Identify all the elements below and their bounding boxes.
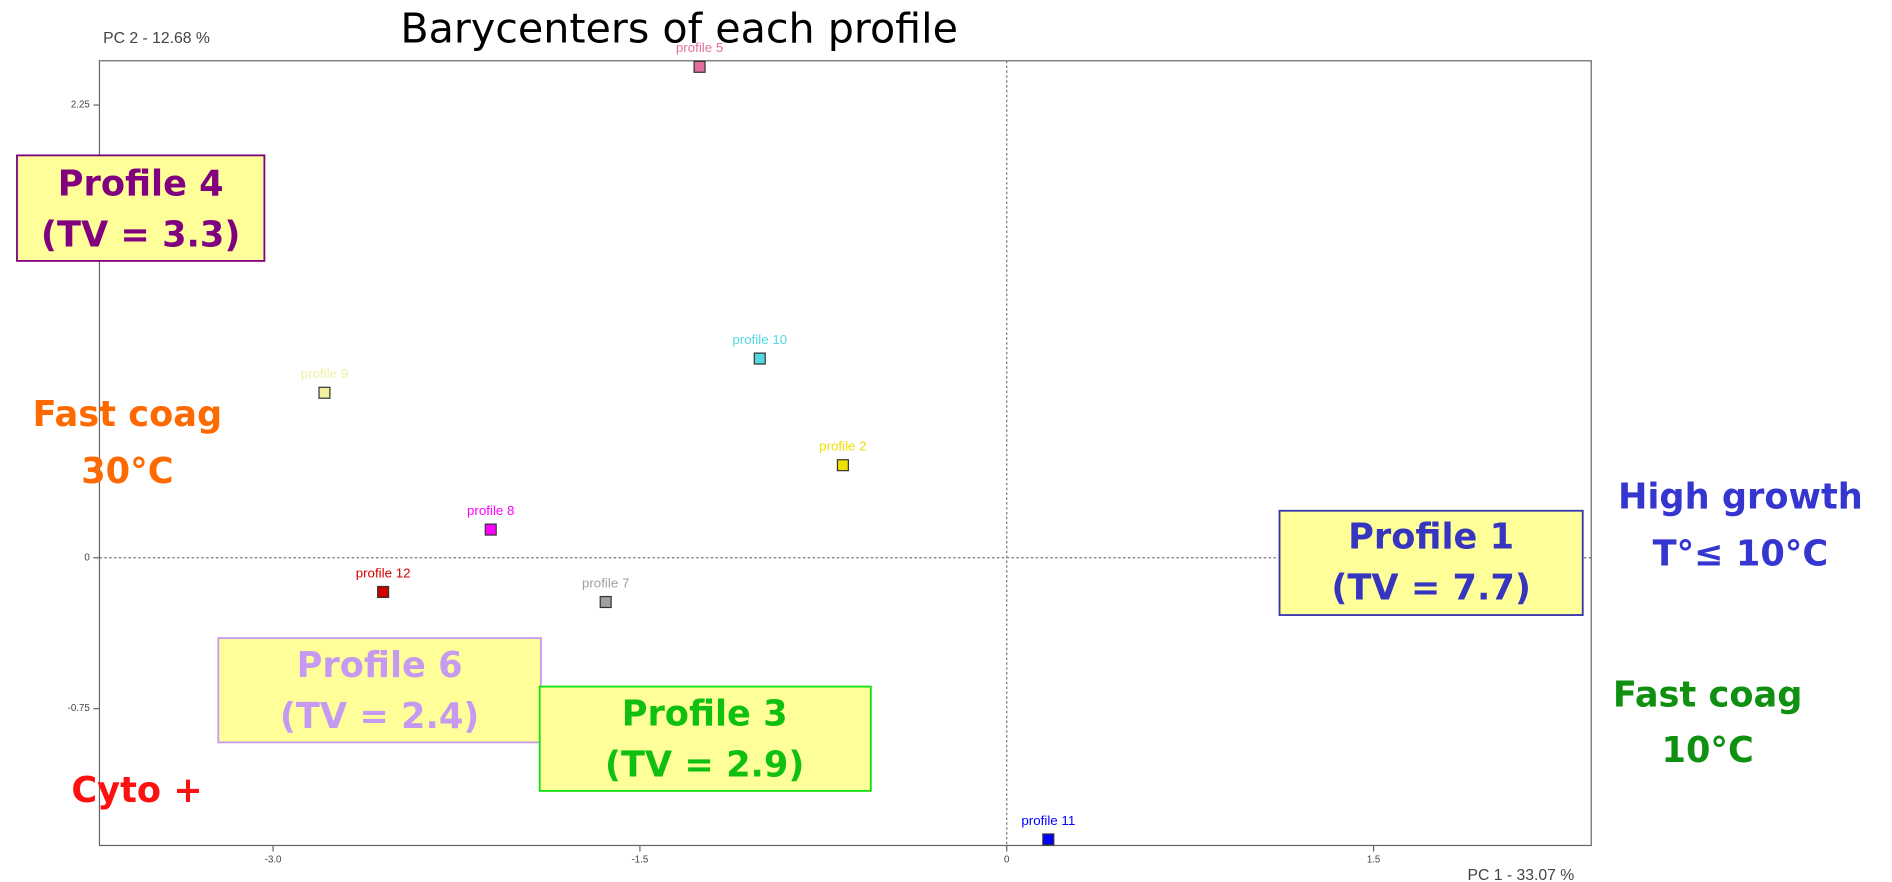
annotation-text: T°≤ 10°C: [1653, 534, 1829, 575]
point-label: profile 11: [1021, 813, 1075, 828]
annotation-text: Fast coag: [33, 394, 223, 435]
point: [753, 352, 766, 365]
annotation-text: Fast coag: [1613, 674, 1803, 715]
point: [693, 60, 706, 73]
annotation-box: [16, 154, 266, 262]
point-label: profile 5: [676, 40, 723, 55]
annotation-text: High growth: [1618, 477, 1863, 518]
point: [1042, 833, 1055, 846]
annotation-text: Profile 1: [1348, 517, 1514, 558]
annotation-box: [538, 685, 872, 792]
point-label: profile 8: [467, 503, 514, 518]
y-tick-label: 2.25: [71, 100, 90, 111]
annotation-text: Profile 6: [297, 645, 463, 686]
annotation-text: 10°C: [1661, 730, 1753, 771]
point: [599, 595, 612, 609]
chart-title: Barycenters of each profile: [400, 5, 958, 53]
point: [377, 585, 390, 599]
annotation-text: (TV = 3.3): [41, 215, 241, 256]
y-tick-label: -0.75: [68, 703, 90, 714]
plot-frame: [98, 60, 1592, 847]
annotation-text: Profile 3: [622, 694, 788, 735]
point: [484, 523, 497, 536]
annotation-box: [1278, 509, 1584, 616]
x-tick-label: -1.5: [632, 855, 649, 866]
annotation-text: (TV = 7.7): [1331, 568, 1531, 609]
x-tick-label: -3.0: [265, 855, 282, 866]
x-axis-label: PC 1 - 33.07 %: [1468, 867, 1575, 882]
point: [318, 386, 331, 399]
point-label: profile 2: [819, 439, 866, 454]
annotation-text: 30°C: [81, 451, 173, 492]
annotation-text: (TV = 2.4): [280, 696, 480, 737]
x-tick-label: 1.5: [1367, 855, 1380, 866]
annotation-text: Profile 4: [58, 164, 224, 205]
point: [836, 459, 849, 472]
point-label: profile 9: [301, 366, 348, 381]
x-tick-label: 0: [1004, 855, 1010, 866]
y-axis-label: PC 2 - 12.68 %: [103, 30, 210, 47]
annotation-box: [217, 637, 542, 744]
y-tick-label: 0: [84, 552, 90, 563]
annotation-text: Cyto +: [71, 770, 202, 811]
point-label: profile 10: [732, 332, 787, 347]
annotation-text: (TV = 2.9): [605, 745, 805, 786]
point-label: profile 12: [356, 565, 411, 580]
point-label: profile 7: [582, 575, 629, 590]
